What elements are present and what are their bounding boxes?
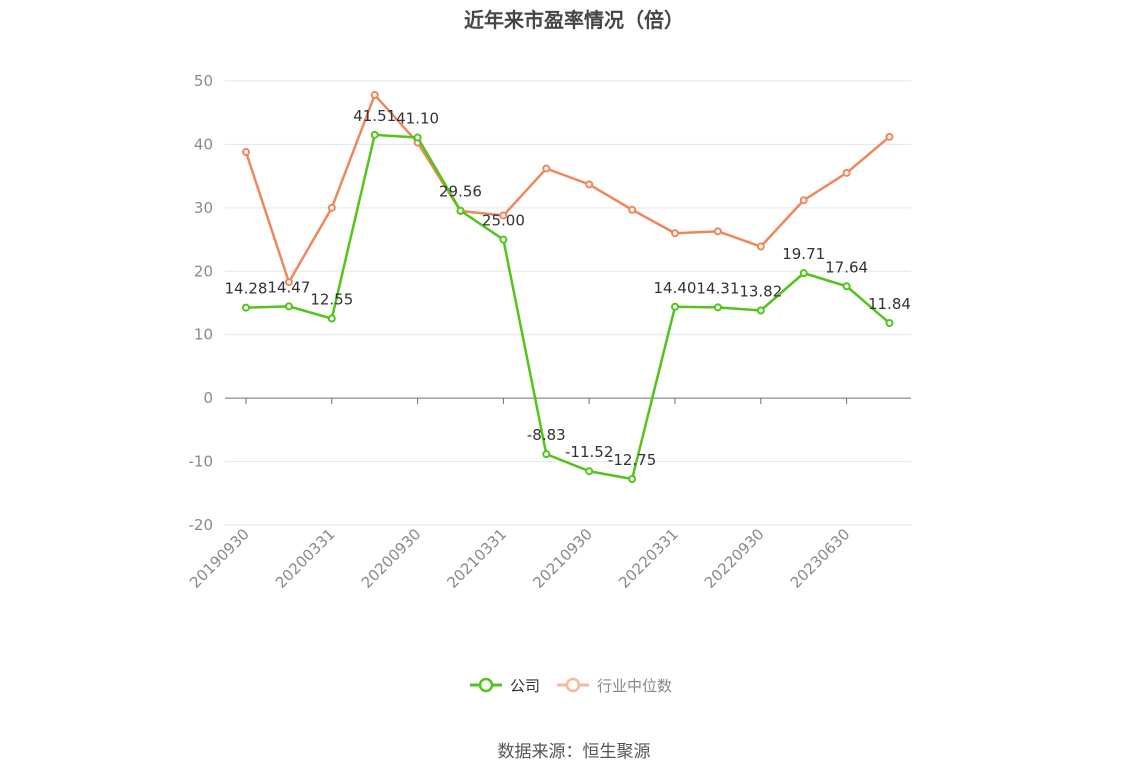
data-point-industry-median[interactable] — [542, 164, 551, 173]
legend: 公司 行业中位数 — [0, 673, 1148, 697]
data-point-company[interactable] — [456, 206, 465, 215]
data-point-company[interactable] — [885, 319, 894, 328]
data-label-company: 41.10 — [396, 109, 439, 127]
x-tick-label: 20230630 — [787, 525, 854, 592]
y-tick-label: 30 — [194, 199, 213, 217]
data-point-company[interactable] — [756, 306, 765, 315]
data-point-industry-median[interactable] — [756, 242, 765, 251]
y-tick-label: 10 — [194, 326, 213, 344]
x-tick-label: 20200331 — [272, 525, 339, 592]
x-tick-label: 20220930 — [701, 525, 768, 592]
data-point-industry-median[interactable] — [585, 180, 594, 189]
y-axis: -20 -10 0 10 20 30 40 50 — [189, 72, 214, 534]
data-label-company: 41.51 — [353, 107, 396, 125]
data-point-industry-median[interactable] — [284, 278, 293, 287]
x-tick-label: 20200930 — [358, 525, 425, 592]
series — [242, 90, 894, 484]
data-point-industry-median[interactable] — [370, 90, 379, 99]
data-point-company[interactable] — [628, 475, 637, 484]
legend-company-marker-icon — [470, 677, 502, 693]
data-point-industry-median[interactable] — [327, 203, 336, 212]
data-point-company[interactable] — [585, 467, 594, 476]
data-label-company: 13.82 — [739, 282, 782, 300]
x-tick-label: 20190930 — [186, 525, 253, 592]
y-tick-label: 20 — [194, 262, 213, 280]
data-label-company: -11.52 — [565, 443, 613, 461]
data-point-company[interactable] — [284, 302, 293, 311]
y-tick-label: 50 — [194, 72, 213, 90]
y-tick-label: -10 — [189, 453, 214, 471]
data-label-company: 17.64 — [825, 258, 868, 276]
data-label-company: 14.47 — [267, 278, 310, 296]
data-label-company: 12.55 — [310, 291, 353, 309]
data-point-industry-median[interactable] — [885, 132, 894, 141]
legend-industry-label: 行业中位数 — [597, 676, 673, 695]
x-tick-label: 20210331 — [444, 525, 511, 592]
data-point-industry-median[interactable] — [499, 211, 508, 220]
x-tick-label: 20210930 — [529, 525, 596, 592]
x-tick-label: 20220331 — [615, 525, 682, 592]
data-point-company[interactable] — [799, 269, 808, 278]
data-point-company[interactable] — [413, 133, 422, 142]
data-point-industry-median[interactable] — [671, 229, 679, 238]
data-label-company: 14.40 — [654, 279, 697, 297]
legend-industry-marker-icon — [557, 677, 589, 693]
legend-item-industry-median[interactable]: 行业中位数 — [557, 673, 672, 697]
data-point-company[interactable] — [327, 314, 336, 323]
data-point-industry-median[interactable] — [713, 227, 722, 236]
data-point-company[interactable] — [242, 303, 250, 312]
data-label-company: 25.00 — [482, 212, 525, 230]
y-tick-label: -20 — [189, 516, 214, 534]
data-label-company: 29.56 — [439, 183, 482, 201]
data-label-company: 19.71 — [782, 245, 825, 263]
chart-title: 近年来市盈率情况（倍） — [464, 8, 684, 32]
data-point-company[interactable] — [713, 303, 722, 312]
legend-item-company[interactable]: 公司 — [470, 673, 540, 697]
data-point-industry-median[interactable] — [842, 168, 851, 177]
data-label-company: -12.75 — [608, 451, 656, 469]
y-tick-label: 40 — [194, 135, 213, 153]
data-point-company[interactable] — [370, 130, 379, 139]
data-point-company[interactable] — [542, 450, 551, 459]
series-line-company — [245, 133, 891, 481]
data-label-company: 14.31 — [696, 279, 739, 297]
data-source-note: 数据来源：恒生聚源 — [497, 742, 651, 762]
data-label-company: 14.28 — [225, 280, 268, 298]
pe-ratio-line-chart: -20 -10 0 10 20 30 40 50 20190930 20200331 202009… — [186, 72, 911, 592]
data-point-industry-median[interactable] — [799, 196, 808, 205]
series-line-industry-median — [244, 93, 891, 284]
data-label-company: 11.84 — [868, 295, 911, 313]
data-point-company[interactable] — [671, 302, 679, 311]
data-point-industry-median[interactable] — [242, 148, 250, 157]
legend-company-label: 公司 — [510, 676, 541, 695]
data-point-industry-median[interactable] — [628, 205, 637, 214]
data-label-company: -8.83 — [527, 426, 566, 444]
data-point-company[interactable] — [499, 235, 508, 244]
y-tick-label: 0 — [203, 389, 213, 407]
data-point-company[interactable] — [842, 282, 851, 291]
